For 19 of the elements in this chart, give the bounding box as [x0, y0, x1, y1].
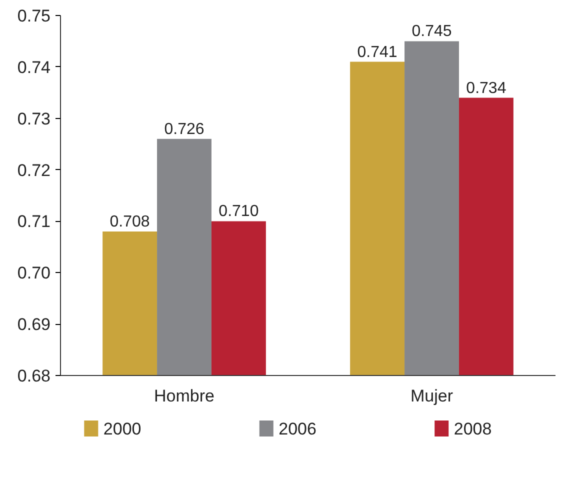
- data-label: 0.741: [357, 44, 398, 61]
- data-label: 0.745: [412, 23, 452, 40]
- y-tick-label: 0.73: [17, 109, 51, 128]
- legend-label: 2006: [278, 420, 316, 438]
- legend-label: 2000: [103, 420, 142, 438]
- x-tick-label: Mujer: [410, 386, 454, 406]
- y-tick-label: 0.69: [17, 315, 51, 334]
- y-tick-label: 0.71: [17, 212, 51, 232]
- data-label: 0.726: [164, 120, 204, 138]
- y-tick-label: 0.70: [17, 264, 51, 283]
- legend-label: 2008: [454, 420, 492, 438]
- y-tick-label: 0.68: [17, 366, 51, 386]
- y-tick-label: 0.75: [17, 6, 51, 26]
- data-label: 0.710: [218, 203, 259, 220]
- data-label: 0.708: [110, 214, 150, 230]
- y-tick-label: 0.72: [17, 160, 51, 180]
- data-label: 0.734: [466, 80, 506, 97]
- x-tick-label: Hombre: [154, 386, 214, 406]
- y-tick-label: 0.74: [17, 58, 51, 77]
